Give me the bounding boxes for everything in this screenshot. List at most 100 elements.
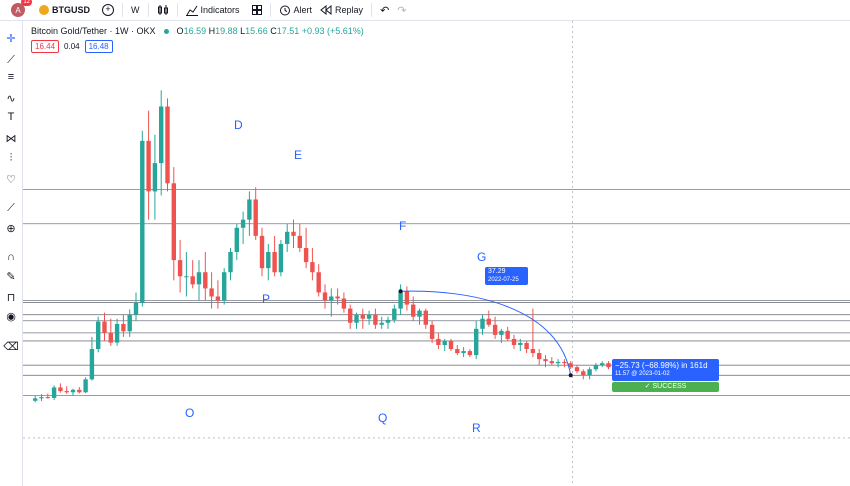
alert-button[interactable]: Alert (279, 0, 313, 20)
undo-icon: ↶ (380, 4, 390, 17)
candle-body (152, 163, 158, 192)
visibility-tool[interactable]: ◉ (3, 308, 19, 324)
measure-start-label[interactable]: 37.29 2022-07-25 (485, 267, 528, 285)
fib-tool[interactable]: ≡ (3, 69, 19, 85)
candle-body (33, 398, 38, 401)
legend-title: Bitcoin Gold/Tether · 1W · OKX (31, 26, 156, 36)
replay-button[interactable]: Replay (320, 0, 363, 20)
measure-path (400, 290, 572, 376)
interval-button[interactable]: W (131, 0, 140, 20)
candle-body (171, 183, 176, 261)
lock-icon: ⊓ (6, 291, 16, 304)
candle-body (184, 276, 189, 278)
chart-legend: Bitcoin Gold/Tether · 1W · OKX O16.59 H1… (31, 26, 364, 36)
fib-retracement-icon: ≡ (7, 71, 15, 83)
divider (147, 3, 149, 17)
candle-body (499, 330, 504, 335)
candle-body (341, 298, 347, 309)
buy-button[interactable]: 16.48 (84, 40, 113, 53)
replay-icon (320, 5, 332, 15)
measure-change: −25.73 (−68.98%) in 161d (615, 361, 708, 370)
candle-body (404, 291, 410, 305)
candle-body (555, 361, 561, 364)
text-tool[interactable]: T (3, 109, 19, 125)
open-value: 16.59 (183, 26, 207, 36)
candle-body (177, 260, 183, 277)
candle-body (215, 296, 221, 301)
top-toolbar: A 12 BTGUSD + W Indicators Alert Replay … (0, 0, 850, 21)
sell-button[interactable]: 16.44 (31, 40, 60, 53)
annotation-e[interactable]: E (294, 148, 303, 162)
redo-button[interactable]: ↷ (397, 0, 406, 20)
annotation-f[interactable]: F (399, 219, 407, 233)
candle-body (417, 310, 422, 317)
undo-button[interactable]: ↶ (380, 0, 389, 20)
favorite-tool[interactable]: ♡ (3, 171, 19, 187)
candle-body (83, 379, 88, 393)
zoom-tool[interactable]: ⊕ (3, 220, 19, 236)
symbol-search[interactable]: BTGUSD (39, 0, 90, 20)
candle-body (360, 314, 365, 319)
success-badge: ✓ SUCCESS (612, 382, 719, 392)
candle-body (51, 387, 57, 398)
prediction-icon: ⫶ (9, 151, 13, 164)
alert-label: Alert (293, 5, 313, 15)
crosshair-tool[interactable]: ✛ (3, 30, 19, 46)
pencil-lock-icon: ✎ (6, 270, 16, 283)
pattern-tool[interactable]: ⋈ (3, 130, 19, 146)
annotation-q[interactable]: Q (378, 411, 388, 425)
measure-result-label[interactable]: −25.73 (−68.98%) in 161d 11.57 @ 2023-01… (612, 359, 719, 381)
remove-tool[interactable]: ⌫ (3, 338, 19, 354)
candle-body (64, 391, 69, 393)
candle-body (543, 359, 548, 362)
avatar[interactable]: A 12 (11, 0, 32, 17)
candle-body (398, 291, 403, 309)
indicators-button[interactable]: Indicators (185, 0, 240, 20)
text-icon: T (7, 111, 15, 123)
close-value: 17.51 (276, 26, 300, 36)
candle-body (140, 140, 145, 303)
annotation-p[interactable]: P (262, 292, 271, 306)
annotation-o[interactable]: O (185, 406, 195, 420)
interval-label: W (131, 5, 140, 15)
candle-body (537, 353, 542, 360)
magnet-tool[interactable]: ∩ (3, 249, 19, 265)
candle-body (587, 369, 592, 376)
annotation-r[interactable]: R (472, 421, 481, 435)
annotation-d[interactable]: D (234, 118, 243, 132)
candle-body (348, 308, 353, 323)
brush-tool[interactable]: ∿ (3, 90, 19, 106)
candle-body (114, 323, 120, 343)
annotation-g[interactable]: G (477, 250, 487, 264)
candle-body (480, 318, 485, 329)
user-menu[interactable]: A 12 (8, 0, 32, 20)
stay-drawing-tool[interactable]: ✎ (3, 268, 19, 284)
candle-body (335, 296, 340, 299)
lock-tool[interactable]: ⊓ (3, 289, 19, 305)
measure-end: 11.57 @ 2023-01-02 (615, 371, 670, 377)
candle-body (455, 349, 460, 354)
compare-button[interactable]: + (102, 0, 114, 20)
candle-body (524, 342, 529, 350)
candle-body (278, 243, 284, 273)
prediction-tool[interactable]: ⫶ (3, 150, 19, 166)
candle-body (549, 361, 554, 364)
candles-icon (157, 5, 168, 15)
candle-body (581, 371, 586, 376)
divider (176, 3, 178, 17)
candle-body (600, 363, 605, 366)
chart-type-button[interactable] (157, 0, 169, 20)
candle-body (196, 272, 202, 285)
candle-body (209, 288, 214, 297)
ruler-tool[interactable]: ⟋ (3, 200, 19, 216)
price-chart[interactable] (23, 21, 850, 486)
candle-body (165, 106, 170, 184)
redo-icon: ↷ (397, 4, 407, 17)
layouts-button[interactable] (251, 0, 262, 20)
candle-body (448, 340, 454, 350)
market-status-dot (163, 28, 169, 34)
trendline-tool[interactable]: ⟋ (3, 52, 19, 68)
open-label: O (176, 26, 184, 36)
candle-body (436, 338, 441, 345)
candle-body (429, 324, 435, 339)
